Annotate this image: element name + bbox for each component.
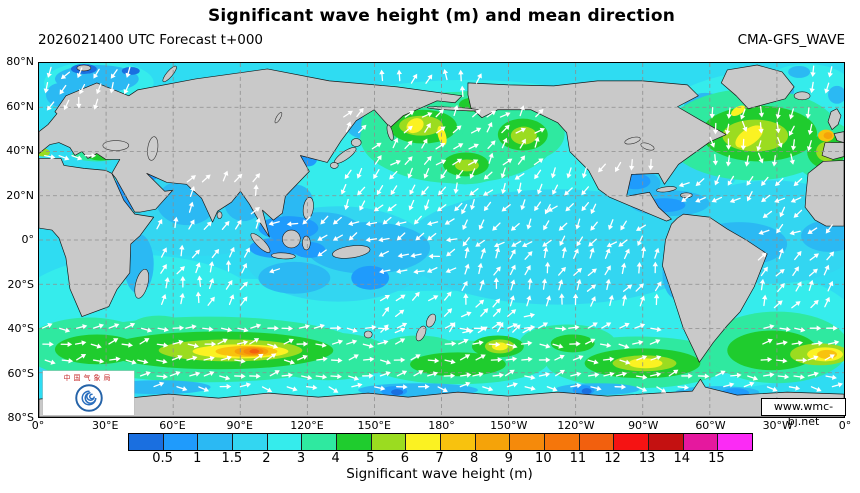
colorbar-tick-label: 12 xyxy=(604,451,621,466)
colorbar xyxy=(128,433,753,451)
lat-tick-label: 0° xyxy=(21,233,35,246)
colorbar-tick-label: 15 xyxy=(708,451,725,466)
cma-logo-text: 中国气象局 xyxy=(63,374,114,382)
colorbar-cell xyxy=(198,434,234,450)
colorbar-cell xyxy=(163,434,199,450)
lon-tick-label: 30°W xyxy=(762,419,793,432)
lat-tick-label: 80°S xyxy=(7,411,34,424)
cma-emblem-icon xyxy=(74,384,103,412)
colorbar-tick-label: 1.5 xyxy=(221,451,243,466)
model-label: CMA-GFS_WAVE xyxy=(737,32,845,48)
wave-direction-arrows xyxy=(41,65,843,393)
colorbar-tick-label: 8 xyxy=(469,451,479,466)
lat-tick-label: 40°N xyxy=(6,144,34,157)
colorbar-cell xyxy=(579,434,615,450)
colorbar-tick-label: 13 xyxy=(638,451,656,466)
lon-tick-label: 30°E xyxy=(92,419,119,432)
colorbar-cell xyxy=(475,434,511,450)
colorbar-tick-label: 1 xyxy=(193,451,202,466)
colorbar-cell xyxy=(441,434,476,450)
colorbar-tick-label: 9 xyxy=(504,451,513,466)
lat-tick-label: 60°S xyxy=(7,366,34,380)
lon-tick-label: 150°W xyxy=(490,419,528,432)
colorbar-cell xyxy=(406,434,442,450)
lat-tick-label: 40°S xyxy=(7,322,34,335)
lat-tick-label: 20°N xyxy=(6,188,34,202)
graticule-layer xyxy=(39,63,844,417)
colorbar-cell xyxy=(510,434,546,450)
lon-tick-label: 60°W xyxy=(695,419,726,432)
colorbar-cell xyxy=(614,434,650,450)
lat-tick-label: 80°N xyxy=(6,55,34,68)
colorbar-tick-label: 6 xyxy=(400,451,410,466)
lon-tick-label: 60°E xyxy=(159,419,186,432)
colorbar-tick-label: 0.5 xyxy=(152,451,173,466)
wave-height-patches xyxy=(39,63,844,407)
lat-tick-label: 20°S xyxy=(7,277,34,291)
colorbar-cell xyxy=(337,434,372,450)
cma-logo: 中国气象局 xyxy=(43,371,134,415)
colorbar-cell xyxy=(545,434,580,450)
watermark: www.wmc-bj.net xyxy=(761,398,846,428)
colorbar-cell xyxy=(371,434,407,450)
lon-tick-label: 90°W xyxy=(628,419,659,432)
colorbar-label: Significant wave height (m) xyxy=(346,466,533,482)
wave-map-canvas xyxy=(39,63,844,417)
colorbar-tick-label: 4 xyxy=(331,451,340,466)
lon-tick-label: 150°E xyxy=(357,419,391,432)
lon-tick-label: 120°W xyxy=(557,419,595,432)
lat-tick-label: 60°N xyxy=(6,99,34,113)
colorbar-cell xyxy=(649,434,684,450)
lon-tick-label: 180° xyxy=(428,419,455,432)
colorbar-tick-label: 2 xyxy=(262,451,271,466)
colorbar-tick-label: 5 xyxy=(366,451,375,466)
lon-tick-label: 0° xyxy=(31,419,45,432)
lon-tick-label: 90°E xyxy=(226,419,253,432)
colorbar-tick-label: 10 xyxy=(535,451,552,466)
colorbar-cell xyxy=(718,434,753,450)
colorbar-cell xyxy=(267,434,303,450)
colorbar-tick-label: 3 xyxy=(296,451,306,466)
wave-map xyxy=(38,62,845,418)
colorbar-cell xyxy=(683,434,719,450)
forecast-valid-time: 2026021400 UTC Forecast t+000 xyxy=(38,32,264,48)
page-title: Significant wave height (m) and mean dir… xyxy=(207,6,676,26)
colorbar-tick-label: 11 xyxy=(569,451,587,466)
lon-tick-label: 120°E xyxy=(290,419,324,432)
lon-tick-label: 0° xyxy=(838,419,852,432)
colorbar-cell xyxy=(129,434,164,450)
colorbar-tick-label: 7 xyxy=(435,451,444,466)
colorbar-cell xyxy=(302,434,338,450)
colorbar-tick-label: 14 xyxy=(673,451,691,466)
colorbar-cell xyxy=(233,434,268,450)
